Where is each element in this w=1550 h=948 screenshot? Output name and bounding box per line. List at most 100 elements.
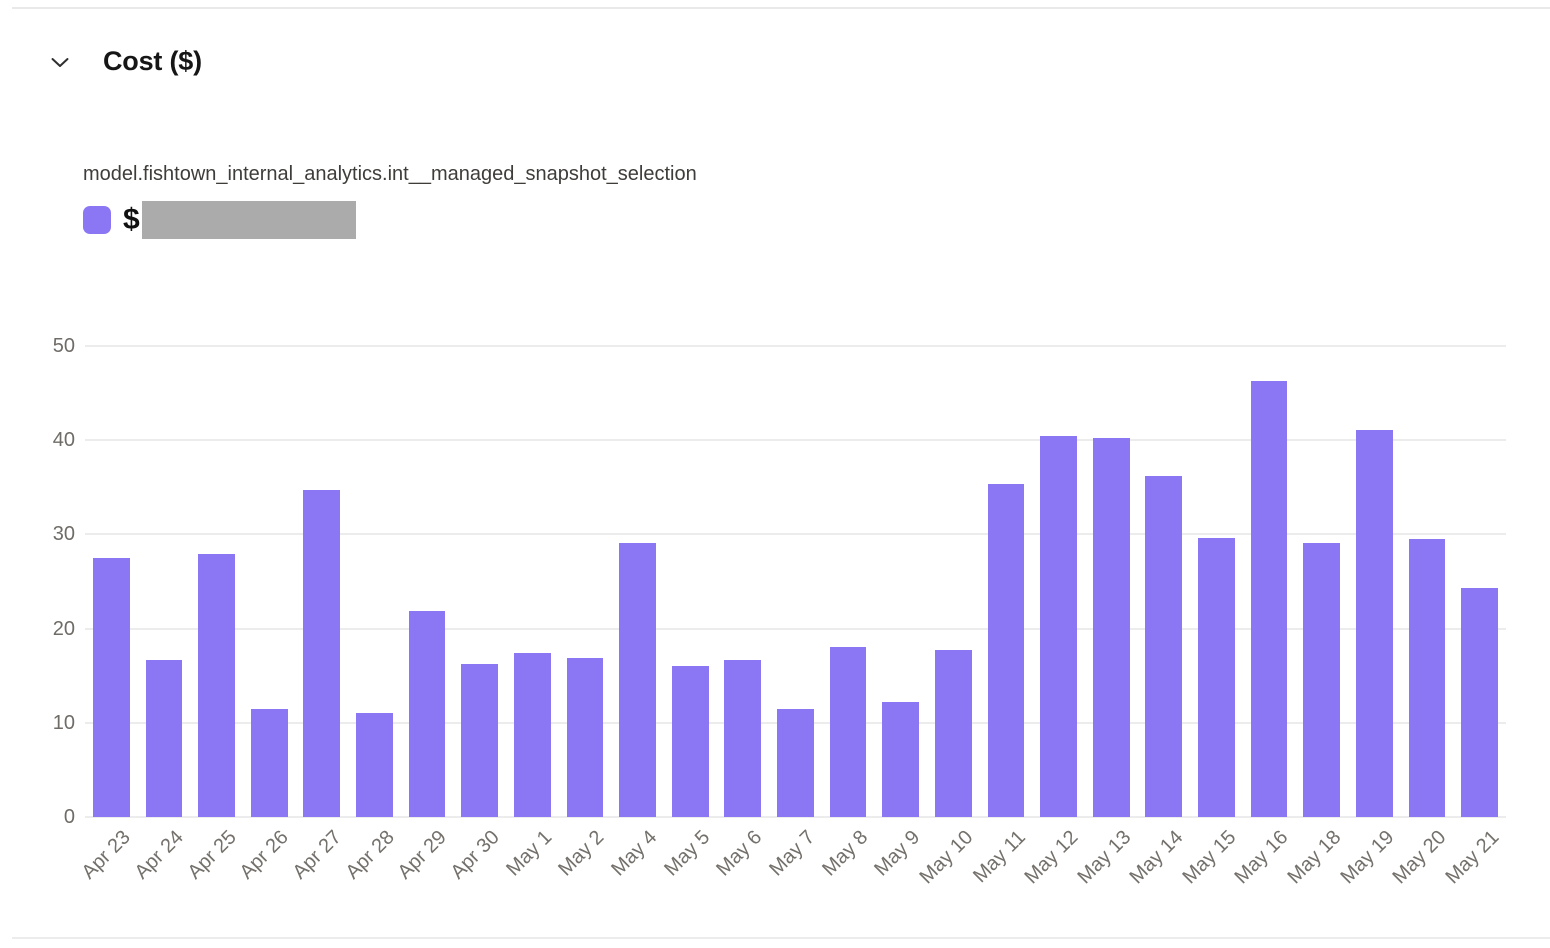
bar-may-1[interactable]: [513, 653, 551, 817]
legend-item[interactable]: $: [83, 201, 697, 239]
bar-may-11[interactable]: [987, 483, 1025, 817]
bar-slot: [717, 346, 770, 817]
bar-may-18[interactable]: [1303, 542, 1341, 817]
bar-apr-26[interactable]: [250, 708, 288, 817]
bar-apr-29[interactable]: [408, 610, 446, 817]
bar-slot: [401, 346, 454, 817]
bar-slot: [243, 346, 296, 817]
bar-slot: [1348, 346, 1401, 817]
y-tick-label-40: 40: [52, 429, 75, 452]
bar-slot: [611, 346, 664, 817]
y-tick-label-0: 0: [63, 806, 75, 828]
bar-slot: [1243, 346, 1296, 817]
bar-may-13[interactable]: [1092, 438, 1130, 817]
chart-legend: model.fishtown_internal_analytics.int__m…: [83, 163, 697, 239]
bar-may-2[interactable]: [566, 657, 604, 817]
bar-may-14[interactable]: [1145, 476, 1183, 817]
panel-header: Cost ($): [48, 46, 202, 77]
x-tick-slot: Apr 28: [341, 817, 401, 937]
bar-apr-27[interactable]: [303, 490, 341, 817]
x-tick-label-may-2: May 2: [554, 826, 609, 881]
bar-slot: [1190, 346, 1243, 817]
bar-may-12[interactable]: [1040, 435, 1077, 817]
bar-may-16[interactable]: [1250, 380, 1288, 817]
bar-slot: [769, 346, 822, 817]
bar-may-4[interactable]: [619, 542, 656, 817]
bar-slot: [348, 346, 401, 817]
bar-may-9[interactable]: [882, 702, 920, 817]
x-tick-slot: Apr 26: [236, 817, 296, 937]
top-divider: [12, 7, 1550, 9]
bar-may-6[interactable]: [724, 659, 762, 817]
bar-slot: [1295, 346, 1348, 817]
bar-slot: [1085, 346, 1138, 817]
series-label: model.fishtown_internal_analytics.int__m…: [83, 163, 697, 185]
bar-slot: [506, 346, 559, 817]
bar-apr-25[interactable]: [198, 554, 235, 817]
x-tick-label-apr-28: Apr 28: [341, 826, 399, 884]
x-tick-slot: Apr 25: [183, 817, 243, 937]
x-tick-label-apr-23: Apr 23: [77, 826, 136, 884]
bar-may-10[interactable]: [934, 650, 972, 817]
plot-area: [85, 345, 1506, 818]
bottom-divider: [12, 937, 1550, 939]
x-tick-slot: Apr 29: [394, 817, 454, 937]
bar-chart: 0 10 20 30 40 50 Apr 23 Apr 24 Apr 25 Apr 26 Apr …: [0, 336, 1550, 946]
bar-slot: [190, 346, 243, 817]
x-axis: Apr 23 Apr 24 Apr 25 Apr 26 Apr 27 Apr 28 Apr …: [78, 817, 1506, 937]
x-tick-label-may-5: May 5: [659, 826, 715, 881]
x-tick-slot: Apr 24: [131, 817, 191, 937]
x-tick-slot: May 6: [713, 817, 770, 937]
x-tick-slot: May 7: [765, 817, 822, 937]
x-tick-label-apr-30: Apr 30: [446, 826, 504, 884]
bar-may-19[interactable]: [1355, 429, 1393, 817]
bar-slot: [822, 346, 875, 817]
y-tick-label-30: 30: [52, 523, 75, 546]
legend-swatch-icon: [83, 206, 111, 234]
gridline-20: [85, 627, 1506, 630]
bar-may-5[interactable]: [671, 666, 709, 817]
x-tick-slot: May 2: [555, 817, 612, 937]
bar-may-20[interactable]: [1408, 539, 1446, 817]
y-tick-label-10: 10: [52, 711, 75, 734]
x-tick-slot: May 10: [915, 817, 980, 937]
x-tick-slot: May 4: [607, 817, 664, 937]
x-tick-label-apr-26: Apr 26: [235, 826, 294, 884]
bar-slot: [559, 346, 612, 817]
bar-slot: [453, 346, 506, 817]
bar-apr-24[interactable]: [145, 659, 183, 817]
bar-slot: [1401, 346, 1454, 817]
chevron-down-icon[interactable]: [48, 50, 72, 74]
x-tick-slot: May 1: [502, 817, 559, 937]
bar-slot: [85, 346, 138, 817]
x-tick-label-apr-24: Apr 24: [130, 826, 188, 884]
bar-may-7[interactable]: [777, 708, 814, 817]
bar-slot: [1138, 346, 1191, 817]
bar-apr-30[interactable]: [461, 664, 499, 817]
bar-may-15[interactable]: [1198, 538, 1235, 817]
x-tick-slot: May 5: [659, 817, 717, 937]
x-tick-label-apr-29: Apr 29: [393, 826, 451, 884]
bar-apr-28[interactable]: [356, 713, 393, 817]
x-tick-label-may-8: May 8: [817, 826, 872, 881]
bar-slot: [1453, 346, 1506, 817]
x-tick-label-may-1: May 1: [502, 826, 557, 881]
redacted-value: [141, 201, 356, 239]
x-tick-slot: Apr 27: [288, 817, 349, 937]
gridline-50: [85, 345, 1506, 347]
section-title: Cost ($): [103, 46, 202, 76]
legend-value-prefix: $: [123, 203, 140, 236]
y-axis: 0 10 20 30 40 50: [0, 336, 75, 827]
gridline-0: [85, 816, 1506, 818]
bar-slot: [1032, 346, 1085, 817]
bar-may-21[interactable]: [1461, 588, 1498, 817]
bar-slot: [874, 346, 927, 817]
y-tick-label-50: 50: [52, 335, 75, 357]
x-tick-label-may-7: May 7: [765, 826, 820, 881]
bar-slot: [980, 346, 1033, 817]
bar-apr-23[interactable]: [92, 557, 130, 817]
bar-may-8[interactable]: [829, 646, 867, 817]
bar-slot: [138, 346, 191, 817]
x-tick-label-apr-27: Apr 27: [288, 826, 346, 884]
